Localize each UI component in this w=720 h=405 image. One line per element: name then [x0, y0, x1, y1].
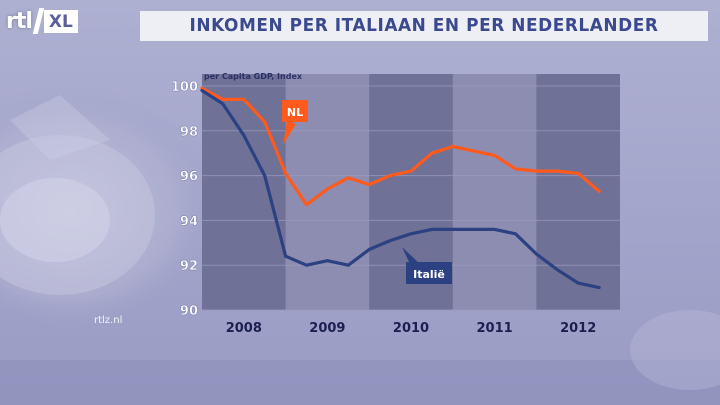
nl-callout-pointer [283, 120, 296, 145]
nl-series-label: NL [287, 106, 303, 119]
y-tick-label: 98 [180, 125, 198, 140]
italie-callout-pointer [402, 247, 420, 264]
y-tick-label: 92 [180, 259, 198, 274]
y-tick-label: 100 [171, 80, 198, 95]
chart-title: INKOMEN PER ITALIAAN EN PER NEDERLANDER [189, 15, 659, 36]
title-bar: INKOMEN PER ITALIAAN EN PER NEDERLANDER [140, 11, 708, 41]
y-tick-label: 96 [180, 170, 198, 185]
logo-suffix: XL [43, 9, 78, 33]
x-tick-label: 2011 [477, 321, 513, 336]
italie-callout-box [406, 262, 452, 284]
x-tick-label: 2008 [226, 321, 262, 336]
x-tick-label: 2009 [309, 321, 345, 336]
logo-brand: rtl [6, 8, 33, 34]
year-band-3 [536, 74, 620, 310]
italie-series-label: Italië [413, 268, 445, 281]
series-line-nl [200, 86, 601, 207]
year-band-1 [202, 74, 286, 310]
nl-callout-box [282, 100, 308, 122]
rtl-xl-logo: rtl XL [6, 8, 78, 34]
x-tick-label: 2010 [393, 321, 429, 336]
x-tick-label: 2012 [560, 321, 596, 336]
watermark: rtlz.nl [94, 315, 123, 326]
y-tick-label: 94 [180, 214, 198, 229]
series-line-italie [200, 88, 601, 290]
y-tick-label: 90 [180, 304, 198, 319]
chart-subtitle: per Capita GDP, Index [204, 72, 303, 81]
